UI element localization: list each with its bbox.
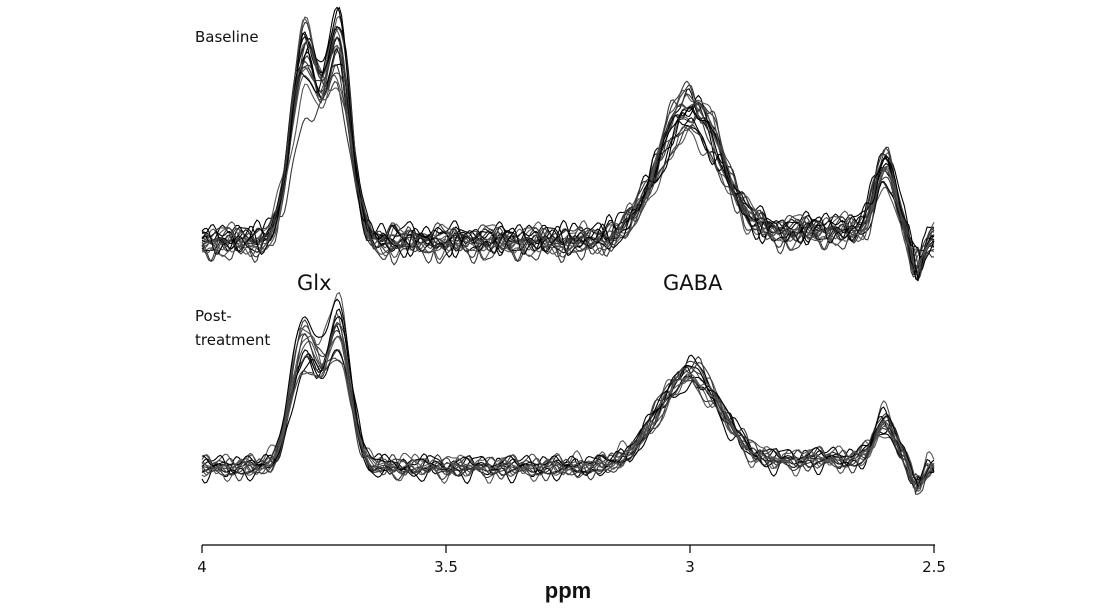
glx-peak-label: Glx: [297, 271, 332, 295]
x-axis-title: ppm: [545, 578, 591, 603]
x-tick-label-4: 4: [197, 558, 207, 576]
spectrum-line-baseline-18: [201, 74, 935, 271]
baseline-panel: [201, 6, 935, 282]
spectrum-line-baseline-8: [201, 55, 935, 274]
spectrum-line-post-treatment-11: [201, 329, 935, 495]
x-axis: 4 3.5 3 2.5 ppm: [197, 544, 946, 603]
spectrum-line-baseline-10: [201, 32, 935, 259]
x-tick-label-2.5: 2.5: [922, 558, 946, 576]
x-tick-label-3: 3: [685, 558, 695, 576]
post-treatment-label-line-2: treatment: [195, 331, 270, 349]
spectrum-line-post-treatment-15: [201, 335, 935, 490]
spectrum-line-baseline-16: [201, 36, 935, 282]
post-treatment-panel: [201, 291, 935, 495]
post-treatment-label-line-1: Post-: [195, 307, 232, 325]
spectrum-line-post-treatment-9: [201, 291, 935, 492]
spectrum-line-post-treatment-12: [201, 336, 935, 492]
baseline-label: Baseline: [195, 28, 259, 46]
spectrum-line-baseline-19: [201, 6, 935, 280]
spectrum-line-post-treatment-2: [201, 319, 935, 482]
spectrum-line-post-treatment-13: [201, 298, 935, 488]
gaba-peak-label: GABA: [663, 271, 723, 295]
spectrum-line-baseline-15: [201, 42, 935, 276]
spectrum-line-baseline-17: [201, 21, 935, 272]
x-tick-label-3.5: 3.5: [434, 558, 458, 576]
spectrum-line-baseline-20: [201, 39, 935, 278]
